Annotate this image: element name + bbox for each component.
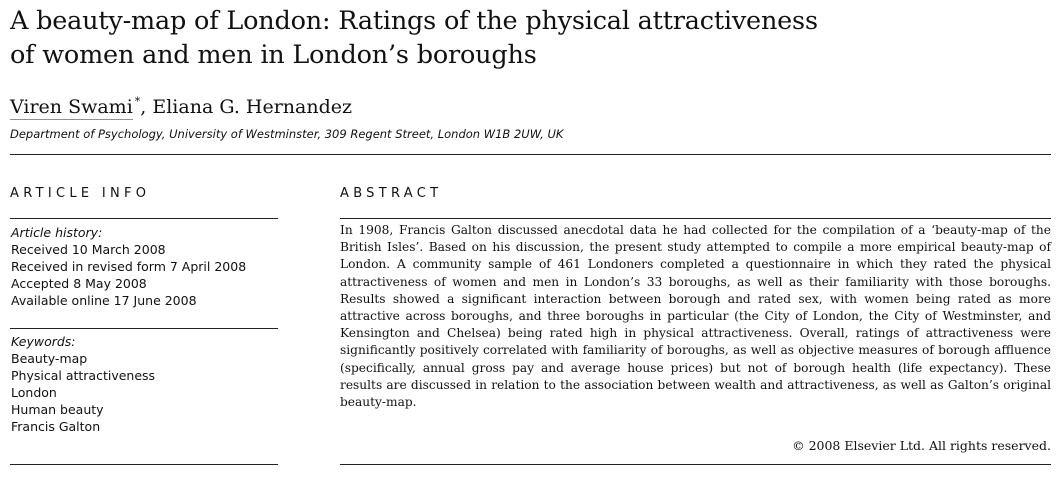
abstract-divider-bottom bbox=[340, 464, 1051, 465]
keyword-item: Physical attractiveness bbox=[11, 368, 156, 383]
history-revised: Received in revised form 7 April 2008 bbox=[11, 259, 247, 274]
abstract-text: In 1908, Francis Galton discussed anecdo… bbox=[340, 223, 1051, 410]
article-info-heading: ARTICLE INFO bbox=[10, 186, 151, 201]
affiliation: Department of Psychology, University of … bbox=[10, 127, 564, 141]
history-accepted: Accepted 8 May 2008 bbox=[11, 276, 147, 291]
corresponding-author-marker[interactable]: * bbox=[134, 95, 141, 108]
keyword-item: London bbox=[11, 385, 57, 400]
article-info-divider-mid bbox=[10, 328, 278, 329]
article-history: Article history: Received 10 March 2008 … bbox=[11, 224, 246, 309]
keyword-item: Beauty-map bbox=[11, 351, 88, 366]
abstract-heading: ABSTRACT bbox=[340, 186, 443, 201]
copyright-notice: © 2008 Elsevier Ltd. All rights reserved… bbox=[792, 438, 1051, 453]
abstract-body: In 1908, Francis Galton discussed anecdo… bbox=[340, 222, 1051, 411]
keyword-item: Francis Galton bbox=[11, 419, 101, 434]
article-info-divider-top bbox=[10, 218, 278, 219]
article-title: A beauty-map of London: Ratings of the p… bbox=[10, 4, 1040, 72]
keywords: Keywords: Beauty-map Physical attractive… bbox=[11, 333, 155, 435]
history-received: Received 10 March 2008 bbox=[11, 242, 166, 257]
keyword-item: Human beauty bbox=[11, 402, 104, 417]
author-list: Viren Swami *, Eliana G. Hernandez bbox=[10, 89, 352, 120]
article-info-divider-bottom bbox=[10, 464, 278, 465]
header-divider bbox=[10, 154, 1051, 155]
title-line-1: A beauty-map of London: Ratings of the p… bbox=[10, 6, 818, 36]
abstract-divider-top bbox=[340, 218, 1051, 219]
title-line-2: of women and men in London’s boroughs bbox=[10, 40, 537, 70]
article-history-label: Article history: bbox=[11, 225, 103, 240]
author-link-swami[interactable]: Viren Swami bbox=[10, 96, 133, 120]
history-online: Available online 17 June 2008 bbox=[11, 293, 197, 308]
keywords-label: Keywords: bbox=[11, 334, 76, 349]
author-rest: , Eliana G. Hernandez bbox=[140, 96, 353, 118]
